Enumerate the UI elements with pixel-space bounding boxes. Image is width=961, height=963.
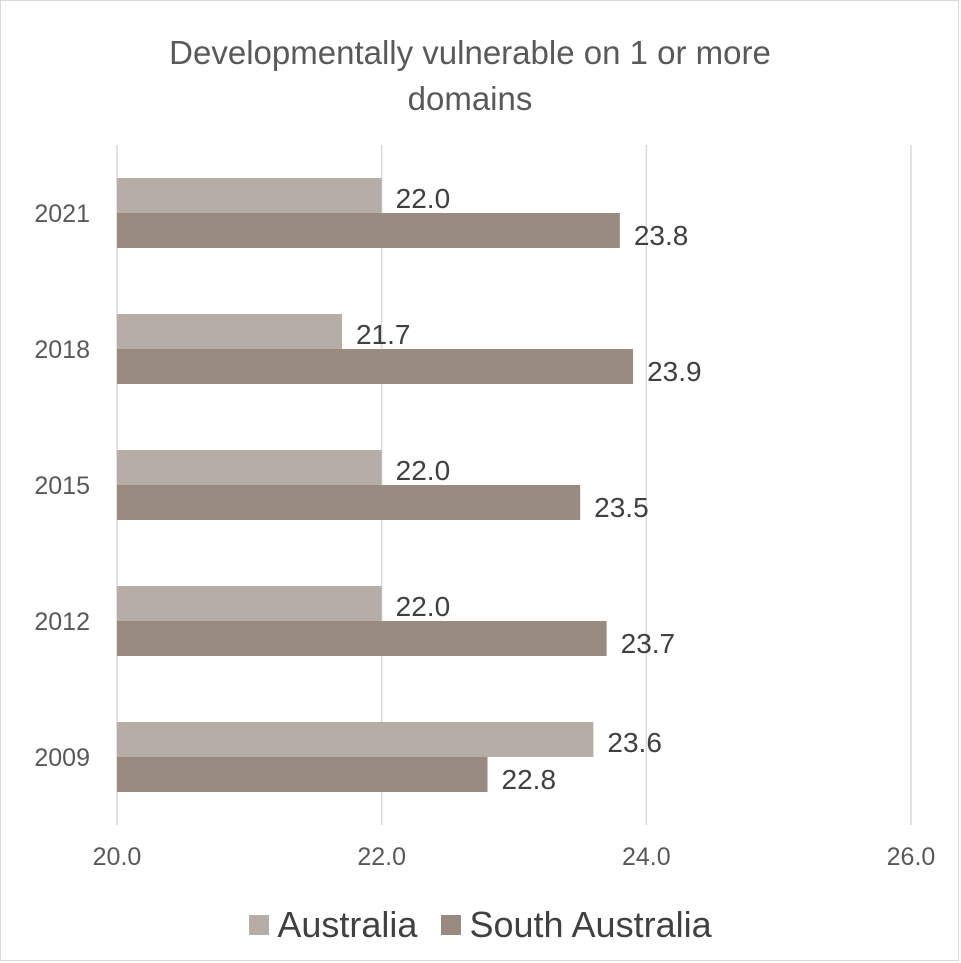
data-label: 23.9 [647,356,702,387]
data-label: 23.7 [621,628,676,659]
bar-south-australia [117,485,581,520]
y-category-label: 2015 [34,472,90,500]
data-label: 22.0 [396,591,451,622]
x-tick-label: 24.0 [622,843,671,871]
x-tick-label: 20.0 [93,843,142,871]
legend-item-australia: Australia [249,904,417,946]
bar-south-australia [117,349,634,384]
bar-australia [117,178,382,213]
legend-swatch-australia [249,915,270,935]
y-category-label: 2012 [34,608,90,636]
bar-south-australia [117,621,607,656]
y-category-label: 2009 [34,744,90,772]
bar-australia [117,586,382,621]
legend-label-australia: Australia [277,904,418,945]
data-label: 22.0 [396,455,451,486]
y-category-label: 2021 [34,200,90,228]
bar-south-australia [117,757,488,792]
x-tick-label: 22.0 [357,843,406,871]
data-label: 23.6 [607,727,662,758]
legend-label-south-australia: South Australia [469,904,712,945]
bar-australia [117,450,382,485]
legend-item-south-australia: South Australia [441,904,712,946]
data-label: 21.7 [356,319,411,350]
y-category-label: 2018 [34,336,90,364]
data-label: 23.5 [594,492,649,523]
bar-australia [117,314,342,349]
bar-south-australia [117,213,620,248]
chart-legend: Australia South Australia [0,900,961,950]
data-label: 22.8 [502,764,557,795]
data-label: 23.8 [634,220,689,251]
x-tick-label: 26.0 [887,843,936,871]
chart-title: Developmentally vulnerable on 1 or more … [169,34,771,117]
legend-swatch-south-australia [441,915,462,935]
data-label: 22.0 [396,183,451,214]
bar-australia [117,722,594,757]
